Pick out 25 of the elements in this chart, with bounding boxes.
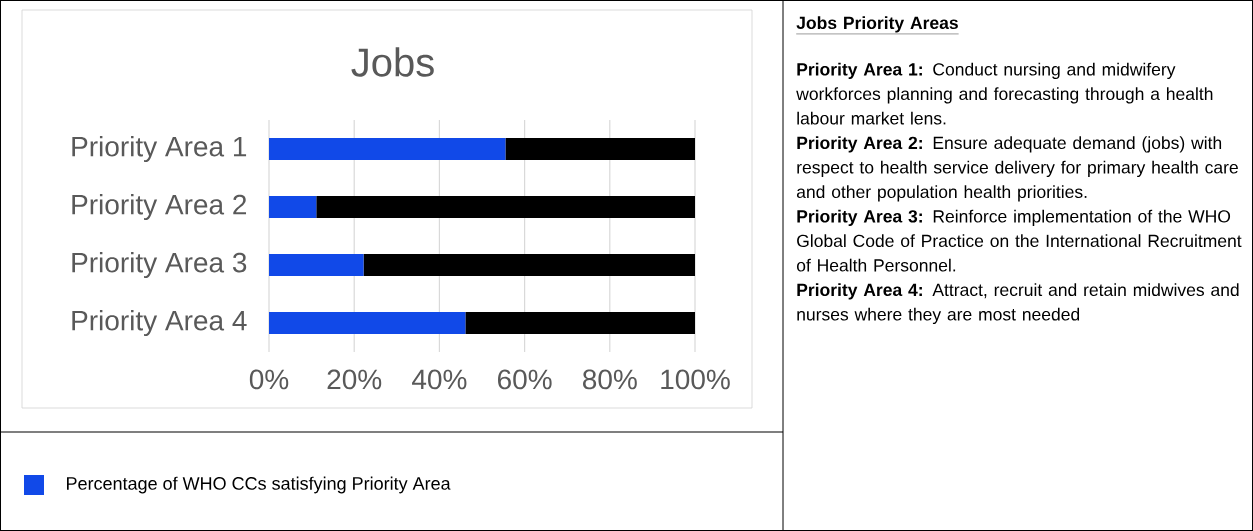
bar (269, 138, 506, 161)
text: Priority Area 1: Conduct nursing and midwifery workforces planning and forecasting through a health labour market lens. (796, 62, 1213, 125)
text: Priority Area 4: Attract, recruit and retain midwives and nurses where they are most needed (797, 283, 1239, 325)
y-tick-label: Priority Area 4 (72, 309, 247, 337)
x-tick-label: 0% (249, 369, 289, 390)
text: Priority Area 3: Reinforce implementation of the WHO Global Code of Practice on the International Recruitment of Health Personnel. (796, 209, 1242, 272)
x-tick-label: 20% (327, 369, 382, 390)
x-tick-label: 40% (412, 369, 467, 390)
bar (269, 254, 364, 277)
x-tick-label: 100% (661, 369, 730, 390)
bar (269, 196, 317, 219)
x-tick-label: 80% (583, 369, 637, 390)
text: Priority Area 2: Ensure adequate demand (jobs) with respect to health service delivery for primary health care and other population health priorities. (796, 136, 1238, 202)
bar (269, 312, 466, 334)
bar (465, 312, 696, 334)
bar (316, 196, 696, 219)
y-tick-label: Priority Area 3 (72, 251, 247, 279)
bar (363, 254, 696, 277)
x-tick-label: 60% (498, 369, 552, 390)
y-tick-label: Priority Area 1 (72, 135, 247, 163)
chart-title: Jobs (351, 47, 434, 77)
bar (505, 138, 696, 161)
text: Jobs Priority Areas (796, 16, 958, 33)
y-tick-label: Priority Area 2 (72, 193, 247, 221)
legend-label: Percentage of WHO CCs satisfying Priority Area (67, 476, 451, 494)
